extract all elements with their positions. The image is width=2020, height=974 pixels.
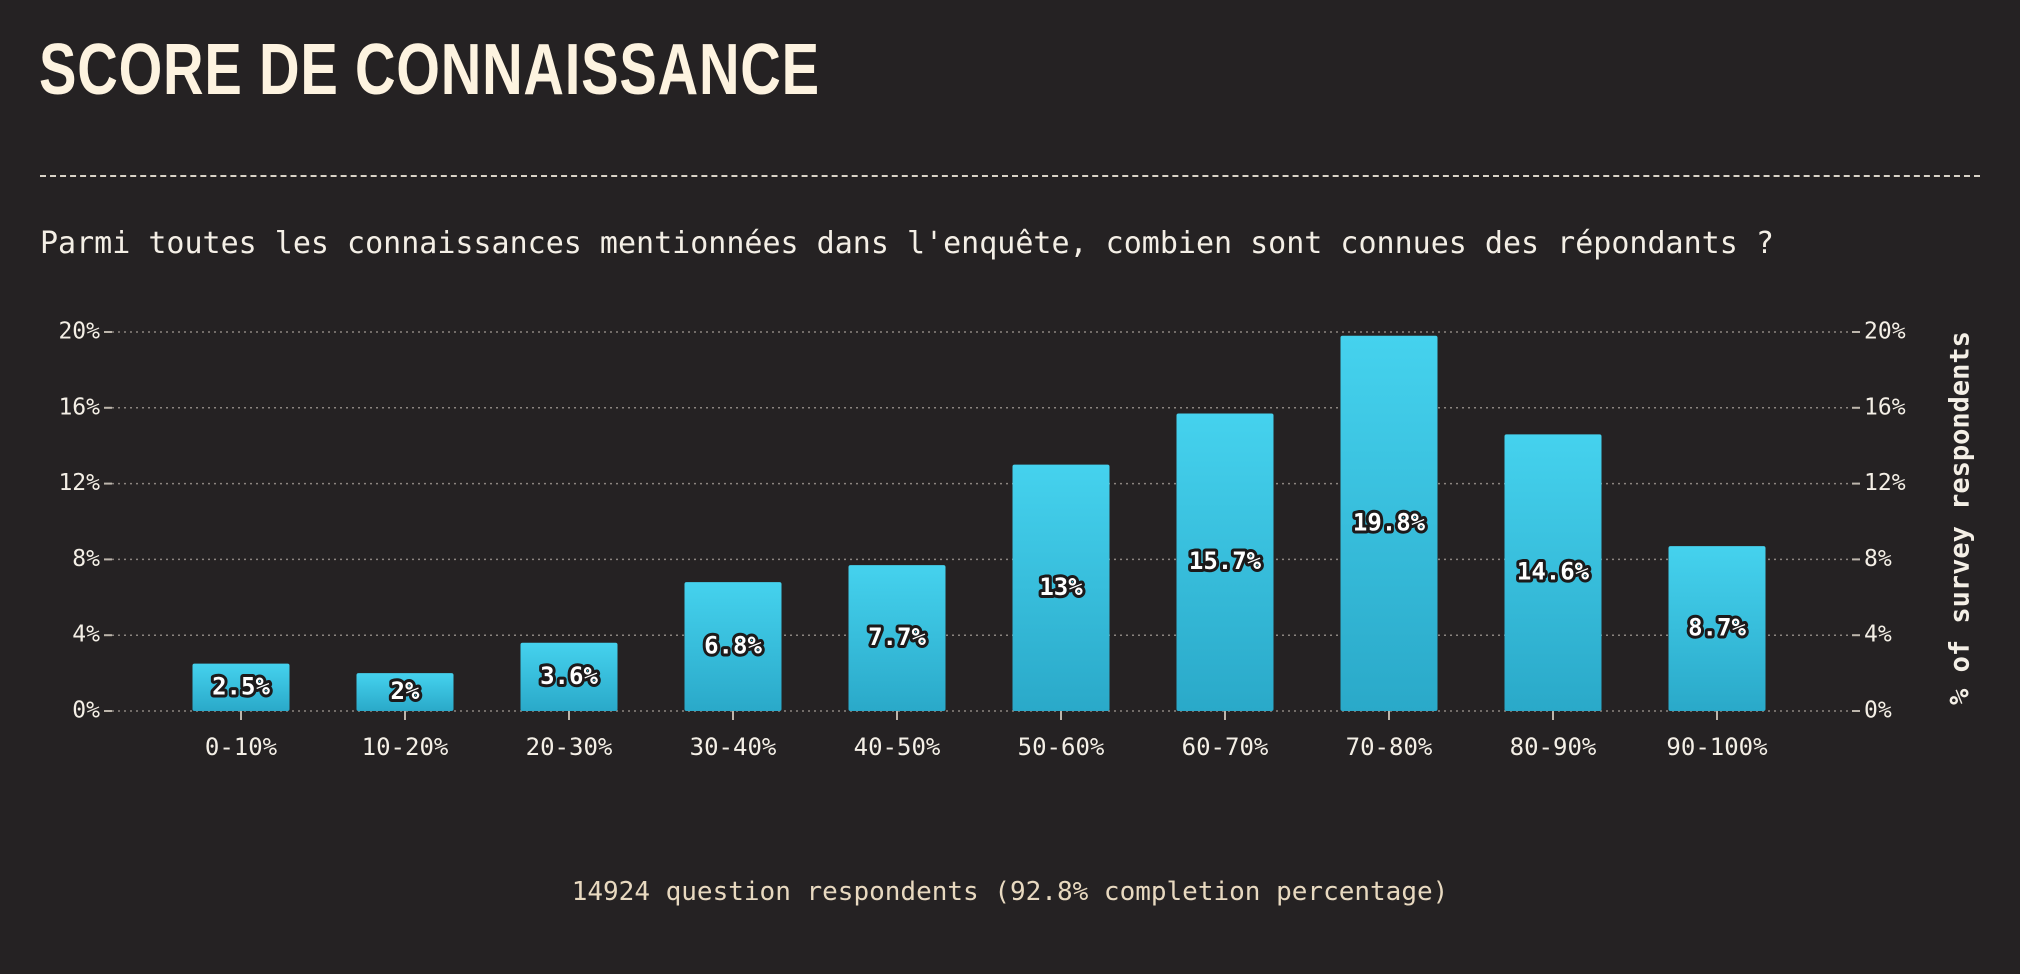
y-tick-label-right: 0% xyxy=(1864,698,1892,724)
chart-title: SCORE DE CONNAISSANCE xyxy=(39,30,820,110)
bar xyxy=(1504,434,1602,711)
y-tick-label-right: 12% xyxy=(1864,470,1906,496)
x-tick-label: 0-10% xyxy=(205,733,278,761)
x-tick-label: 20-30% xyxy=(526,733,613,761)
bar xyxy=(356,673,454,711)
chart-subtitle: Parmi toutes les connaissances mentionné… xyxy=(40,226,1774,261)
x-tick-label: 10-20% xyxy=(362,733,449,761)
x-tick-label: 80-90% xyxy=(1510,733,1597,761)
y-axis-left: 0% 4% 8% 12% 16% 20% xyxy=(58,319,112,724)
bar xyxy=(192,663,290,711)
bar xyxy=(1176,413,1274,711)
x-tick-label: 70-80% xyxy=(1346,733,1433,761)
y-tick-label-left: 12% xyxy=(58,470,100,496)
x-tick-label: 40-50% xyxy=(854,733,941,761)
bar-value-label: 3.6% xyxy=(540,662,598,690)
y-tick-label-right: 4% xyxy=(1864,622,1892,648)
bar-value-label: 2% xyxy=(391,677,420,705)
y-tick-label-left: 20% xyxy=(58,319,100,345)
y-tick-label-right: 8% xyxy=(1864,546,1892,572)
bar-value-label: 6.8% xyxy=(704,632,762,660)
bar xyxy=(520,642,618,711)
y-tick-label-left: 8% xyxy=(72,546,100,572)
bar xyxy=(1012,464,1110,711)
x-axis: 0-10% 10-20% 20-30% 30-40% 40-50% 50-60% 60-70… xyxy=(205,711,1768,761)
bar xyxy=(1340,335,1438,711)
bar xyxy=(848,565,946,711)
y-tick-label-left: 0% xyxy=(72,698,100,724)
bar-value-label: 15.7% xyxy=(1189,547,1262,575)
y-tick-label-right: 16% xyxy=(1864,394,1906,420)
footer-note: 14924 question respondents (92.8% comple… xyxy=(571,877,1449,907)
bar xyxy=(1668,546,1766,711)
x-tick-label: 50-60% xyxy=(1018,733,1105,761)
bar-value-label: 7.7% xyxy=(868,623,926,651)
x-tick-label: 30-40% xyxy=(690,733,777,761)
bar-value-label: 8.7% xyxy=(1688,614,1746,642)
x-tick-label: 60-70% xyxy=(1182,733,1269,761)
title-divider xyxy=(40,175,1980,177)
y-tick-label-left: 4% xyxy=(72,622,100,648)
bars: 2.5% 2% 3.6% 6.8% 7.7% 13% 15.7% 19.8% 14.6% 8.7% xyxy=(192,335,1766,711)
y-axis-right: 0% 4% 8% 12% 16% 20% xyxy=(1852,319,1906,724)
y-axis-right-label: % of survey respondents xyxy=(1945,331,1976,705)
bar-value-label: 2.5% xyxy=(212,672,270,700)
x-tick-label: 90-100% xyxy=(1666,733,1768,761)
bar-value-label: 19.8% xyxy=(1353,508,1426,536)
bar xyxy=(684,582,782,711)
y-tick-label-left: 16% xyxy=(58,394,100,420)
bar-value-label: 13% xyxy=(1039,573,1083,601)
y-tick-label-right: 20% xyxy=(1864,319,1906,345)
bar-value-label: 14.6% xyxy=(1517,558,1590,586)
